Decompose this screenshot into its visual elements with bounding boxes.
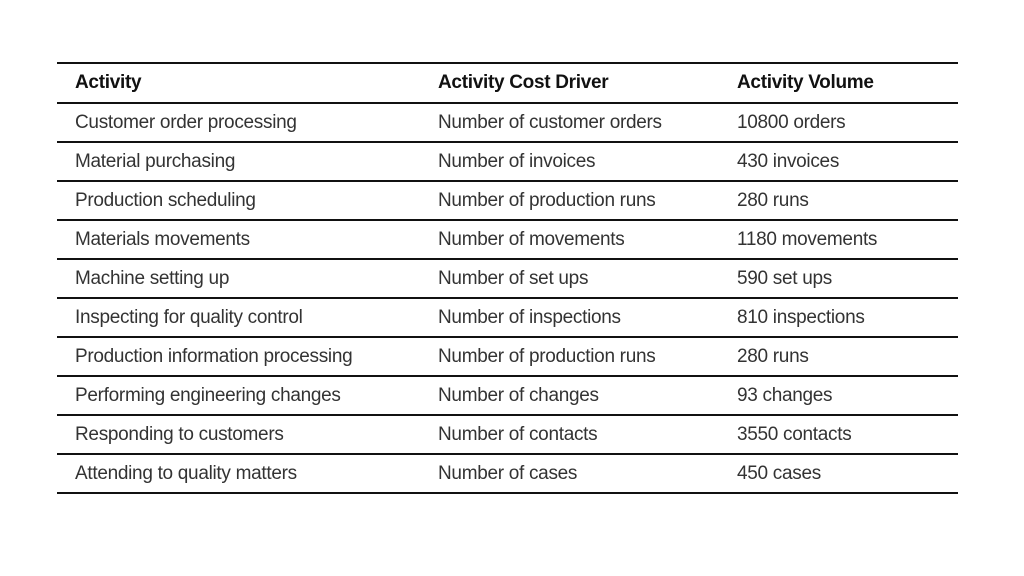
header-activity: Activity	[75, 72, 142, 93]
activity-cell: Customer order processing	[75, 111, 297, 133]
header-row: Activity Activity Cost Driver Activity V…	[57, 63, 958, 103]
table-row: Production information processing Number…	[57, 337, 958, 376]
table-header: Activity Activity Cost Driver Activity V…	[57, 63, 958, 103]
volume-cell: 590 set ups	[737, 267, 832, 289]
activity-table-container: Activity Activity Cost Driver Activity V…	[57, 62, 958, 494]
activity-cell: Production information processing	[75, 345, 353, 367]
volume-cell: 10800 orders	[737, 111, 846, 133]
cost-driver-cell: Number of inspections	[438, 306, 621, 328]
header-activity-volume: Activity Volume	[737, 72, 874, 93]
cost-driver-cell: Number of invoices	[438, 150, 596, 172]
volume-cell: 1180 movements	[737, 228, 878, 250]
activity-cell: Production scheduling	[75, 189, 256, 211]
table-row: Performing engineering changes Number of…	[57, 376, 958, 415]
volume-cell: 3550 contacts	[737, 423, 852, 445]
cost-driver-cell: Number of customer orders	[438, 111, 662, 133]
volume-cell: 280 runs	[737, 345, 809, 367]
activity-cell: Responding to customers	[75, 423, 284, 445]
activity-cell: Performing engineering changes	[75, 384, 341, 406]
activity-cell: Attending to quality matters	[75, 462, 297, 484]
activity-cell: Inspecting for quality control	[75, 306, 303, 328]
cost-driver-cell: Number of cases	[438, 462, 578, 484]
activity-cell: Material purchasing	[75, 150, 236, 172]
cost-driver-cell: Number of changes	[438, 384, 599, 406]
volume-cell: 430 invoices	[737, 150, 840, 172]
table-row: Inspecting for quality control Number of…	[57, 298, 958, 337]
volume-cell: 93 changes	[737, 384, 833, 406]
table-row: Machine setting up Number of set ups 590…	[57, 259, 958, 298]
table-row: Material purchasing Number of invoices 4…	[57, 142, 958, 181]
table-body: Customer order processing Number of cust…	[57, 103, 958, 493]
volume-cell: 450 cases	[737, 462, 821, 484]
table-row: Attending to quality matters Number of c…	[57, 454, 958, 493]
table-row: Responding to customers Number of contac…	[57, 415, 958, 454]
volume-cell: 280 runs	[737, 189, 809, 211]
header-activity-cost-driver: Activity Cost Driver	[438, 72, 609, 93]
cost-driver-cell: Number of production runs	[438, 345, 656, 367]
activity-cell: Machine setting up	[75, 267, 230, 289]
cost-driver-cell: Number of movements	[438, 228, 625, 250]
activity-table: Activity Activity Cost Driver Activity V…	[57, 62, 958, 494]
table-row: Production scheduling Number of producti…	[57, 181, 958, 220]
table-row: Materials movements Number of movements …	[57, 220, 958, 259]
activity-cell: Materials movements	[75, 228, 250, 250]
cost-driver-cell: Number of set ups	[438, 267, 589, 289]
cost-driver-cell: Number of contacts	[438, 423, 598, 445]
volume-cell: 810 inspections	[737, 306, 865, 328]
table-row: Customer order processing Number of cust…	[57, 103, 958, 142]
cost-driver-cell: Number of production runs	[438, 189, 656, 211]
